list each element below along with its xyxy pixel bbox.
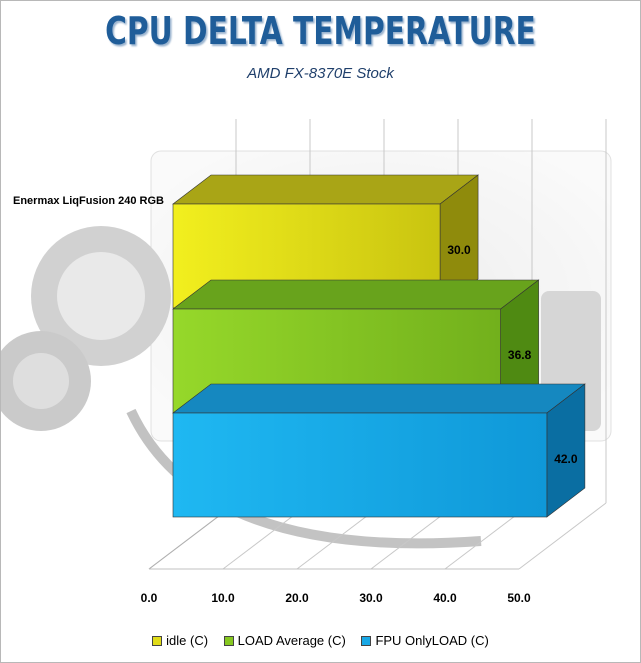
legend-item-fpu-load: FPU OnlyLOAD (C) [361, 632, 489, 649]
chart-title: CPU DELTA TEMPERATURE [105, 9, 536, 53]
legend-item-idle: idle (C) [152, 632, 208, 648]
legend-label-idle: idle (C) [166, 633, 209, 649]
legend-label-load-average: LOAD Average (C) [237, 633, 346, 649]
x-tick-label: 50.0 [507, 591, 531, 605]
bar-fpu-load [172, 412, 548, 518]
legend-item-load-average: LOAD Average (C) [223, 632, 346, 649]
legend-swatch-fpu-load [361, 635, 372, 646]
bar-top-fpu-load [172, 383, 586, 414]
legend-swatch-idle [152, 635, 163, 646]
floor-gridline [518, 502, 607, 570]
x-tick-label: 0.0 [141, 591, 158, 605]
chart-subtitle: AMD FX-8370E Stock [247, 65, 394, 82]
data-label-idle: 30.0 [447, 243, 471, 257]
x-tick-label: 10.0 [211, 591, 235, 605]
data-label-fpu-load: 42.0 [554, 452, 578, 466]
x-tick-label: 20.0 [285, 591, 309, 605]
x-tick-label: 40.0 [433, 591, 457, 605]
bar-top-idle [172, 174, 479, 205]
category-label: Enermax LiqFusion 240 RGB [13, 195, 164, 207]
legend-swatch-load-average [223, 635, 234, 646]
legend-label-fpu-load: FPU OnlyLOAD (C) [375, 633, 489, 649]
legend: idle (C) LOAD Average (C) FPU OnlyLOAD (… [1, 632, 640, 648]
bar-top-load-average [172, 279, 540, 310]
x-tick-label: 30.0 [359, 591, 383, 605]
data-label-load-average: 36.8 [508, 348, 532, 362]
